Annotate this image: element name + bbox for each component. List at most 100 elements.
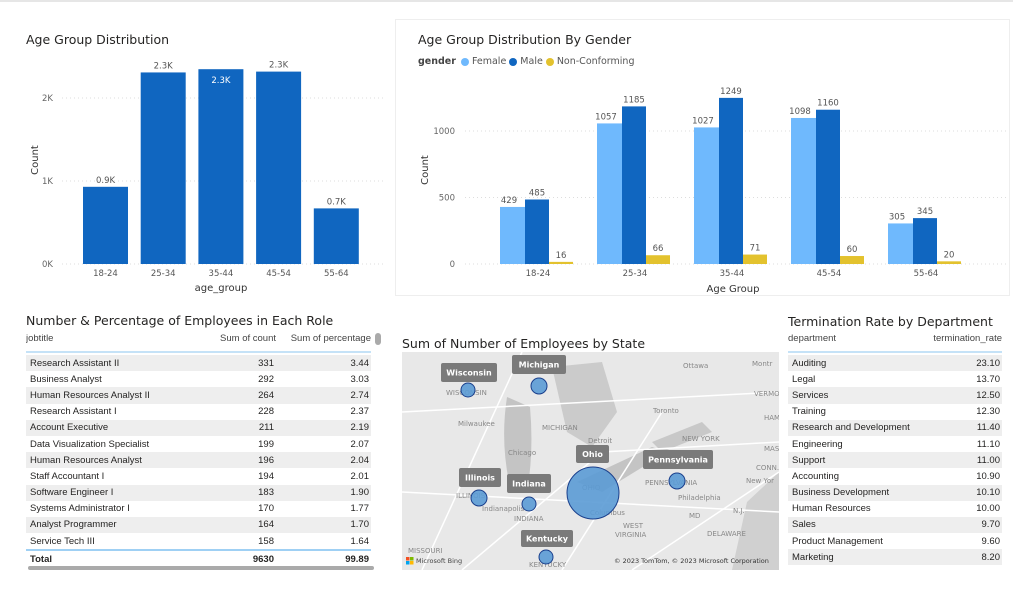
table-row[interactable]: Research Assistant I 228 2.37 (26, 404, 371, 420)
bar-female-45-54[interactable] (791, 117, 816, 264)
y-axis-title: Count (420, 155, 431, 185)
bar-male-25-34[interactable] (622, 106, 646, 264)
table-cell: Product Management (792, 535, 883, 547)
bar-male-45-54[interactable] (816, 109, 840, 264)
bar-non-conforming-45-54[interactable] (840, 256, 864, 264)
bar-non-conforming-25-34[interactable] (646, 255, 670, 264)
legend-nonconforming[interactable]: Non-Conforming (556, 56, 635, 67)
table-cell: 264 (258, 389, 274, 401)
table-cell: 2.04 (350, 454, 370, 466)
logo-square (406, 561, 410, 565)
table-cell: Human Resources (792, 503, 871, 515)
horizontal-scrollbar[interactable] (28, 566, 374, 570)
x-tick-label: 25-34 (151, 269, 176, 279)
y-tick-label: 1K (42, 177, 53, 187)
bar-35-44[interactable] (198, 69, 244, 264)
table-row[interactable]: Engineering 11.10 (788, 436, 1002, 452)
bar-female-25-34[interactable] (597, 123, 622, 264)
table-row[interactable]: Business Analyst 292 3.03 (26, 371, 371, 387)
table-cell: 2.01 (350, 470, 370, 482)
bar-55-64[interactable] (313, 208, 359, 264)
map-place-label: INDIANA (514, 515, 544, 523)
table-row[interactable]: Research and Development 11.40 (788, 419, 1002, 436)
table-row[interactable]: Training 12.30 (788, 404, 1002, 420)
map-place-label: Chicago (508, 449, 536, 457)
bubble-kentucky[interactable] (538, 549, 554, 565)
map-place-label: Toronto (652, 407, 679, 415)
table-cell: Services (792, 389, 829, 401)
bubble-michigan[interactable] (530, 377, 548, 395)
table-cell: Research and Development (792, 422, 910, 434)
total-row: Total 9630 99.89 (26, 549, 371, 568)
bar-female-35-44[interactable] (694, 127, 719, 264)
map-place-label: HAM (764, 414, 779, 422)
table-row[interactable]: Product Management 9.60 (788, 533, 1002, 549)
table-cell: Systems Administrator I (30, 503, 130, 515)
bar-female-18-24[interactable] (500, 206, 525, 264)
bubble-illinois[interactable] (470, 489, 488, 507)
table-row[interactable]: Service Tech III 158 1.64 (26, 533, 371, 549)
map-place-label: VIRGINIA (615, 531, 647, 539)
table-row[interactable]: Human Resources 10.00 (788, 501, 1002, 517)
table-cell: Support (792, 454, 826, 466)
table-row[interactable]: Software Engineer I 183 1.90 (26, 484, 371, 501)
bar-45-54[interactable] (256, 71, 302, 264)
bubble-ohio[interactable] (566, 466, 620, 520)
bar-non-conforming-55-64[interactable] (937, 261, 961, 264)
bubble-wisconsin[interactable] (460, 382, 476, 398)
table-row[interactable]: Legal 13.70 (788, 371, 1002, 387)
table-cell: 23.10 (976, 357, 1000, 369)
table-row[interactable]: Accounting 10.90 (788, 468, 1002, 484)
table-row[interactable]: Business Development 10.10 (788, 484, 1002, 501)
table-row[interactable]: Services 12.50 (788, 387, 1002, 404)
bar-non-conforming-18-24[interactable] (549, 261, 573, 264)
table-row[interactable]: Support 11.00 (788, 452, 1002, 469)
column-header[interactable]: termination_rate (933, 333, 1002, 344)
legend-male[interactable]: Male (520, 56, 543, 67)
table-row[interactable]: Account Executive 211 2.19 (26, 419, 371, 436)
table-row[interactable]: Human Resources Analyst II 264 2.74 (26, 387, 371, 404)
x-tick-label: 35-44 (209, 269, 234, 279)
legend-female-dot (460, 57, 469, 66)
bar-male-18-24[interactable] (525, 199, 549, 264)
bubble-indiana[interactable] (521, 496, 537, 512)
map-place-label: KENTUCKY (529, 561, 567, 569)
legend-female[interactable]: Female (471, 56, 507, 67)
bar-25-34[interactable] (140, 72, 186, 264)
table-cell: 3.03 (350, 373, 370, 385)
age-group-chart[interactable]: 0K 1K 2K 0.9K 18-24 2.3K 25-34 2.3K 35-44 2.3K 45-… (0, 50, 395, 300)
column-header[interactable]: department (788, 333, 837, 344)
bar-male-35-44[interactable] (719, 97, 743, 264)
map-place-label: Indianapolis (482, 505, 525, 513)
table-cell: 183 (258, 487, 274, 499)
bubble-pennsylvania[interactable] (668, 472, 686, 490)
table-row[interactable]: Marketing 8.20 (788, 549, 1002, 566)
data-label: 1098 (789, 107, 811, 117)
table-row[interactable]: Analyst Programmer 164 1.70 (26, 516, 371, 534)
table-cell: Engineering (792, 438, 843, 450)
column-header[interactable]: Sum of count (220, 333, 276, 344)
bar-female-55-64[interactable] (888, 223, 913, 264)
table-row[interactable]: Research Assistant II 331 3.44 (26, 355, 371, 372)
column-header[interactable]: Sum of percentage (290, 333, 371, 344)
x-tick-label: 35-44 (720, 269, 745, 279)
table-row[interactable]: Sales 9.70 (788, 516, 1002, 534)
x-tick-label: 18-24 (93, 269, 118, 279)
bar-18-24[interactable] (83, 186, 128, 264)
map-place-label: Milwaukee (458, 420, 495, 428)
vertical-scrollbar[interactable] (375, 333, 381, 345)
table-row[interactable]: Auditing 23.10 (788, 355, 1002, 372)
table-row[interactable]: Data Visualization Specialist 199 2.07 (26, 436, 371, 452)
table-row[interactable]: Human Resources Analyst 196 2.04 (26, 452, 371, 469)
bar-non-conforming-35-44[interactable] (743, 254, 767, 264)
column-header[interactable]: jobtitle (26, 333, 54, 344)
table-row[interactable]: Staff Accountant I 194 2.01 (26, 468, 371, 484)
gender-chart[interactable]: 0 500 1000 429 485 16 18-24 1057 1185 66 25-34 1027… (400, 70, 1010, 300)
bar-male-55-64[interactable] (913, 218, 937, 264)
table-cell: 10.90 (976, 470, 1000, 482)
map-place-label: CONN. (756, 464, 779, 472)
state-map[interactable]: OttawaMontrWISCONSINVERMOTorontoHAMMilwa… (402, 352, 779, 570)
total-cell: 9630 (252, 554, 274, 566)
ocean (732, 472, 779, 570)
table-row[interactable]: Systems Administrator I 170 1.77 (26, 501, 371, 517)
